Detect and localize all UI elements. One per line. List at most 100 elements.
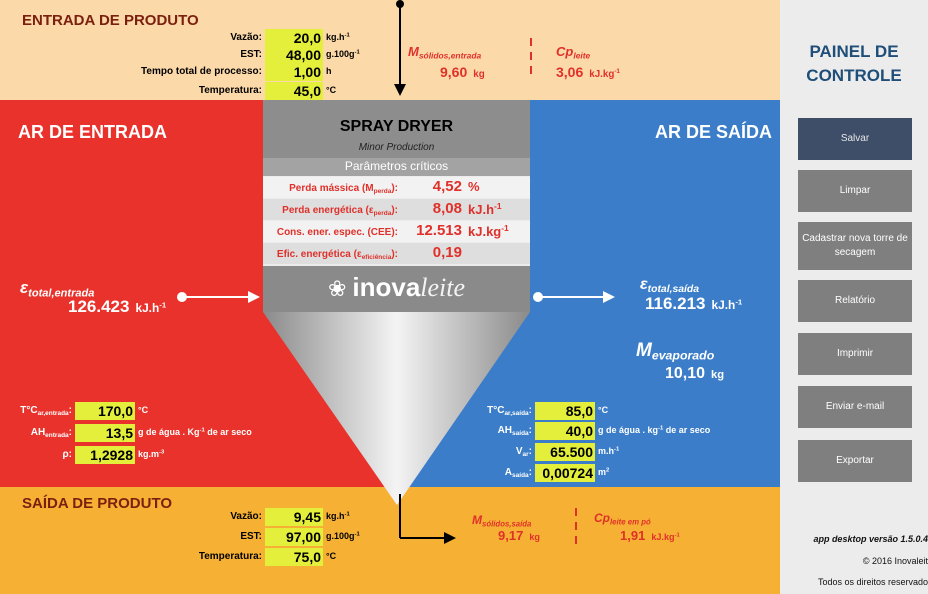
symbol: M [472, 513, 482, 527]
unit: kg [473, 69, 485, 80]
symbol-sub: total,entrada [28, 287, 95, 300]
value: 97,00 [285, 529, 321, 545]
quantity-symbol: Cpleite [556, 44, 590, 61]
quantity-value: 9,60 kg [440, 64, 485, 80]
button-label: Limpar [839, 185, 871, 196]
section-title: AR DE SAÍDA [560, 122, 772, 143]
field-unit: m.h-1 [598, 446, 619, 456]
unit-sup: 2 [606, 467, 610, 474]
label-sub: saída [512, 429, 529, 437]
unit-sup: -3 [159, 449, 165, 456]
unit: g.100g [326, 49, 355, 59]
label: Perda energética (ε [282, 205, 374, 216]
field-unit: °C [326, 551, 336, 561]
section-title: ENTRADA DE PRODUTO [22, 12, 199, 29]
footer-text-text: app desktop versão 1.5.0.4 [813, 534, 928, 544]
quantity-symbol: Msólidos,saída [472, 513, 531, 528]
field-label: Vazão: [45, 32, 262, 43]
value: 126.423 [68, 297, 130, 316]
unit: kg [529, 532, 540, 542]
button[interactable]: Enviar e-mail [798, 386, 912, 428]
field-value: 97,00 [265, 528, 323, 546]
value: 4,52 [432, 178, 462, 195]
quantity-unit: kJ.h-1 [135, 300, 166, 315]
symbol: M [636, 340, 652, 361]
field-unit: °C [598, 405, 608, 415]
button[interactable]: Cadastrar nova torre de secagem [798, 222, 912, 270]
value: 0,00724 [542, 465, 593, 481]
unit: kJ.h [135, 301, 160, 315]
field-value: 0,00724 [535, 464, 595, 482]
symbol-sub: evaporado [651, 348, 715, 363]
unit: kg.m [138, 449, 160, 459]
field-value: 9,45 [265, 508, 323, 526]
unit: m [598, 467, 607, 477]
field-value: 20,0 [265, 29, 323, 47]
value: 116.213 [645, 294, 706, 313]
section-title: AR DE ENTRADA [18, 122, 167, 143]
field-value: 85,0 [535, 402, 595, 420]
param-value: 8,08 [405, 200, 462, 217]
logo-part2: leite [420, 273, 466, 302]
button[interactable]: Salvar [798, 118, 912, 160]
field-label: AHsaída: [315, 425, 532, 437]
field-unit: kg.h-1 [326, 511, 350, 521]
unit-sup: -1 [614, 446, 620, 453]
logo-area [263, 266, 530, 312]
button[interactable]: Relatório [798, 280, 912, 322]
button[interactable]: Limpar [798, 170, 912, 212]
field-value: 40,0 [535, 422, 595, 440]
field-value: 170,0 [75, 402, 135, 420]
air-arrows [177, 291, 615, 303]
field-unit: h [326, 66, 332, 76]
label: Temperatura: [198, 551, 262, 562]
quantity-symbol: Cpleite em pó [594, 511, 651, 526]
quantity-value: 3,06 kJ.kg-1 [556, 64, 620, 80]
value: 3,06 [556, 64, 584, 80]
value: 0,19 [432, 244, 462, 261]
symbol: ε [20, 278, 29, 297]
label-sub: saída [512, 471, 529, 479]
param-label: Perda energética (εperda): [180, 205, 398, 217]
button-label: Enviar e-mail [825, 401, 885, 412]
symbol: Cp [556, 44, 574, 59]
symbol-sub: leite em pó [610, 517, 651, 527]
label-end: : [68, 427, 72, 438]
label: Efic. energética (ε [276, 249, 362, 260]
label-sub: eficiência [361, 253, 392, 261]
value: 170,0 [97, 403, 133, 419]
dryer-subtitle: Minor Production [263, 142, 530, 153]
value: 8,08 [432, 200, 462, 217]
value: 48,00 [285, 47, 321, 63]
logo-mark: ❀ [327, 276, 347, 301]
label: Vazão: [230, 511, 262, 522]
label-sub: entrada [45, 431, 69, 439]
value: 13,5 [105, 425, 133, 441]
value: 9,45 [293, 509, 321, 525]
quantity-unit: kg [529, 532, 540, 542]
quantity-unit: kJ.kg-1 [589, 68, 620, 80]
button-label: Exportar [836, 455, 874, 466]
quantity-symbol: Mevaporado [636, 340, 714, 363]
panel-title-text: CONTROLE [806, 66, 902, 85]
section-label: Parâmetros críticos [263, 159, 530, 173]
section-title-text: SAÍDA DE PRODUTO [22, 495, 173, 512]
unit: g.100g [326, 531, 355, 541]
unit: °C [326, 85, 337, 95]
unit: kJ.h [468, 202, 495, 218]
label-sub: ar,saída [504, 409, 529, 417]
unit-sup: -1 [658, 425, 664, 432]
value: 1,2928 [90, 447, 133, 463]
field-label: T°Car,saída: [315, 405, 532, 417]
footer-text-text: Todos os direitos reservado [817, 577, 928, 587]
unit-end: de ar seco [663, 425, 711, 435]
param-row-bg [263, 243, 530, 264]
button[interactable]: Imprimir [798, 333, 912, 375]
panel-title-text: PAINEL DE [809, 42, 899, 61]
button[interactable]: Exportar [798, 440, 912, 482]
quantity-unit: kg [711, 369, 724, 381]
param-label: Perda mássica (Mperda): [180, 183, 398, 195]
bottom-band [0, 487, 780, 594]
